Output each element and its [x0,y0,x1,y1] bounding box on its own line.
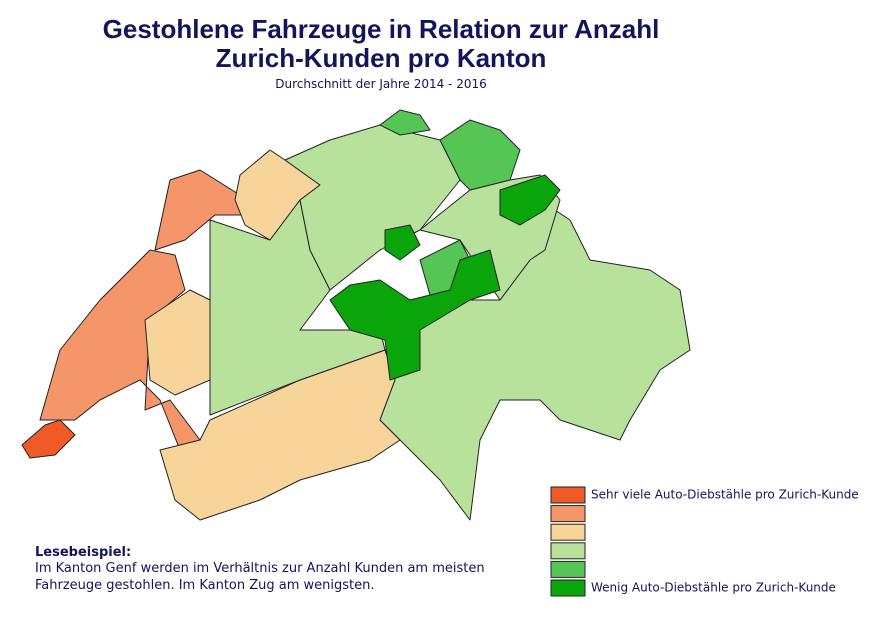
legend: Sehr viele Auto-Diebstähle pro Zurich-Ku… [550,486,859,597]
canton [39,249,201,451]
canton [209,199,386,416]
legend-swatch [550,579,586,597]
legend-swatch [550,486,586,504]
legend-swatch [550,542,586,560]
reading-line: Fahrzeuge gestohlen. Im Kanton Zug am we… [35,578,375,593]
canton [379,109,431,136]
legend-swatch [550,505,586,523]
canton [384,224,421,261]
canton [499,174,561,226]
legend-label: Sehr viele Auto-Diebstähle pro Zurich-Ku… [591,488,859,502]
canton [439,119,521,191]
reading-title: Lesebeispiel: [35,545,131,560]
canton [21,419,76,459]
legend-swatch [550,560,586,578]
title: Gestohlene Fahrzeuge in Relation zur Anz… [103,14,660,44]
reading-example: Im Kanton Genf werden im Verhältnis zur … [35,561,485,593]
legend-label: Wenig Auto-Diebstähle pro Zurich-Kunde [591,581,836,595]
subtitle: Durchschnitt der Jahre 2014 - 2016 [275,77,487,91]
title: Zurich-Kunden pro Kanton [216,43,547,73]
reading-line: Im Kanton Genf werden im Verhältnis zur … [35,561,485,576]
legend-swatch [550,523,586,541]
map [21,109,691,521]
canton [329,249,501,381]
